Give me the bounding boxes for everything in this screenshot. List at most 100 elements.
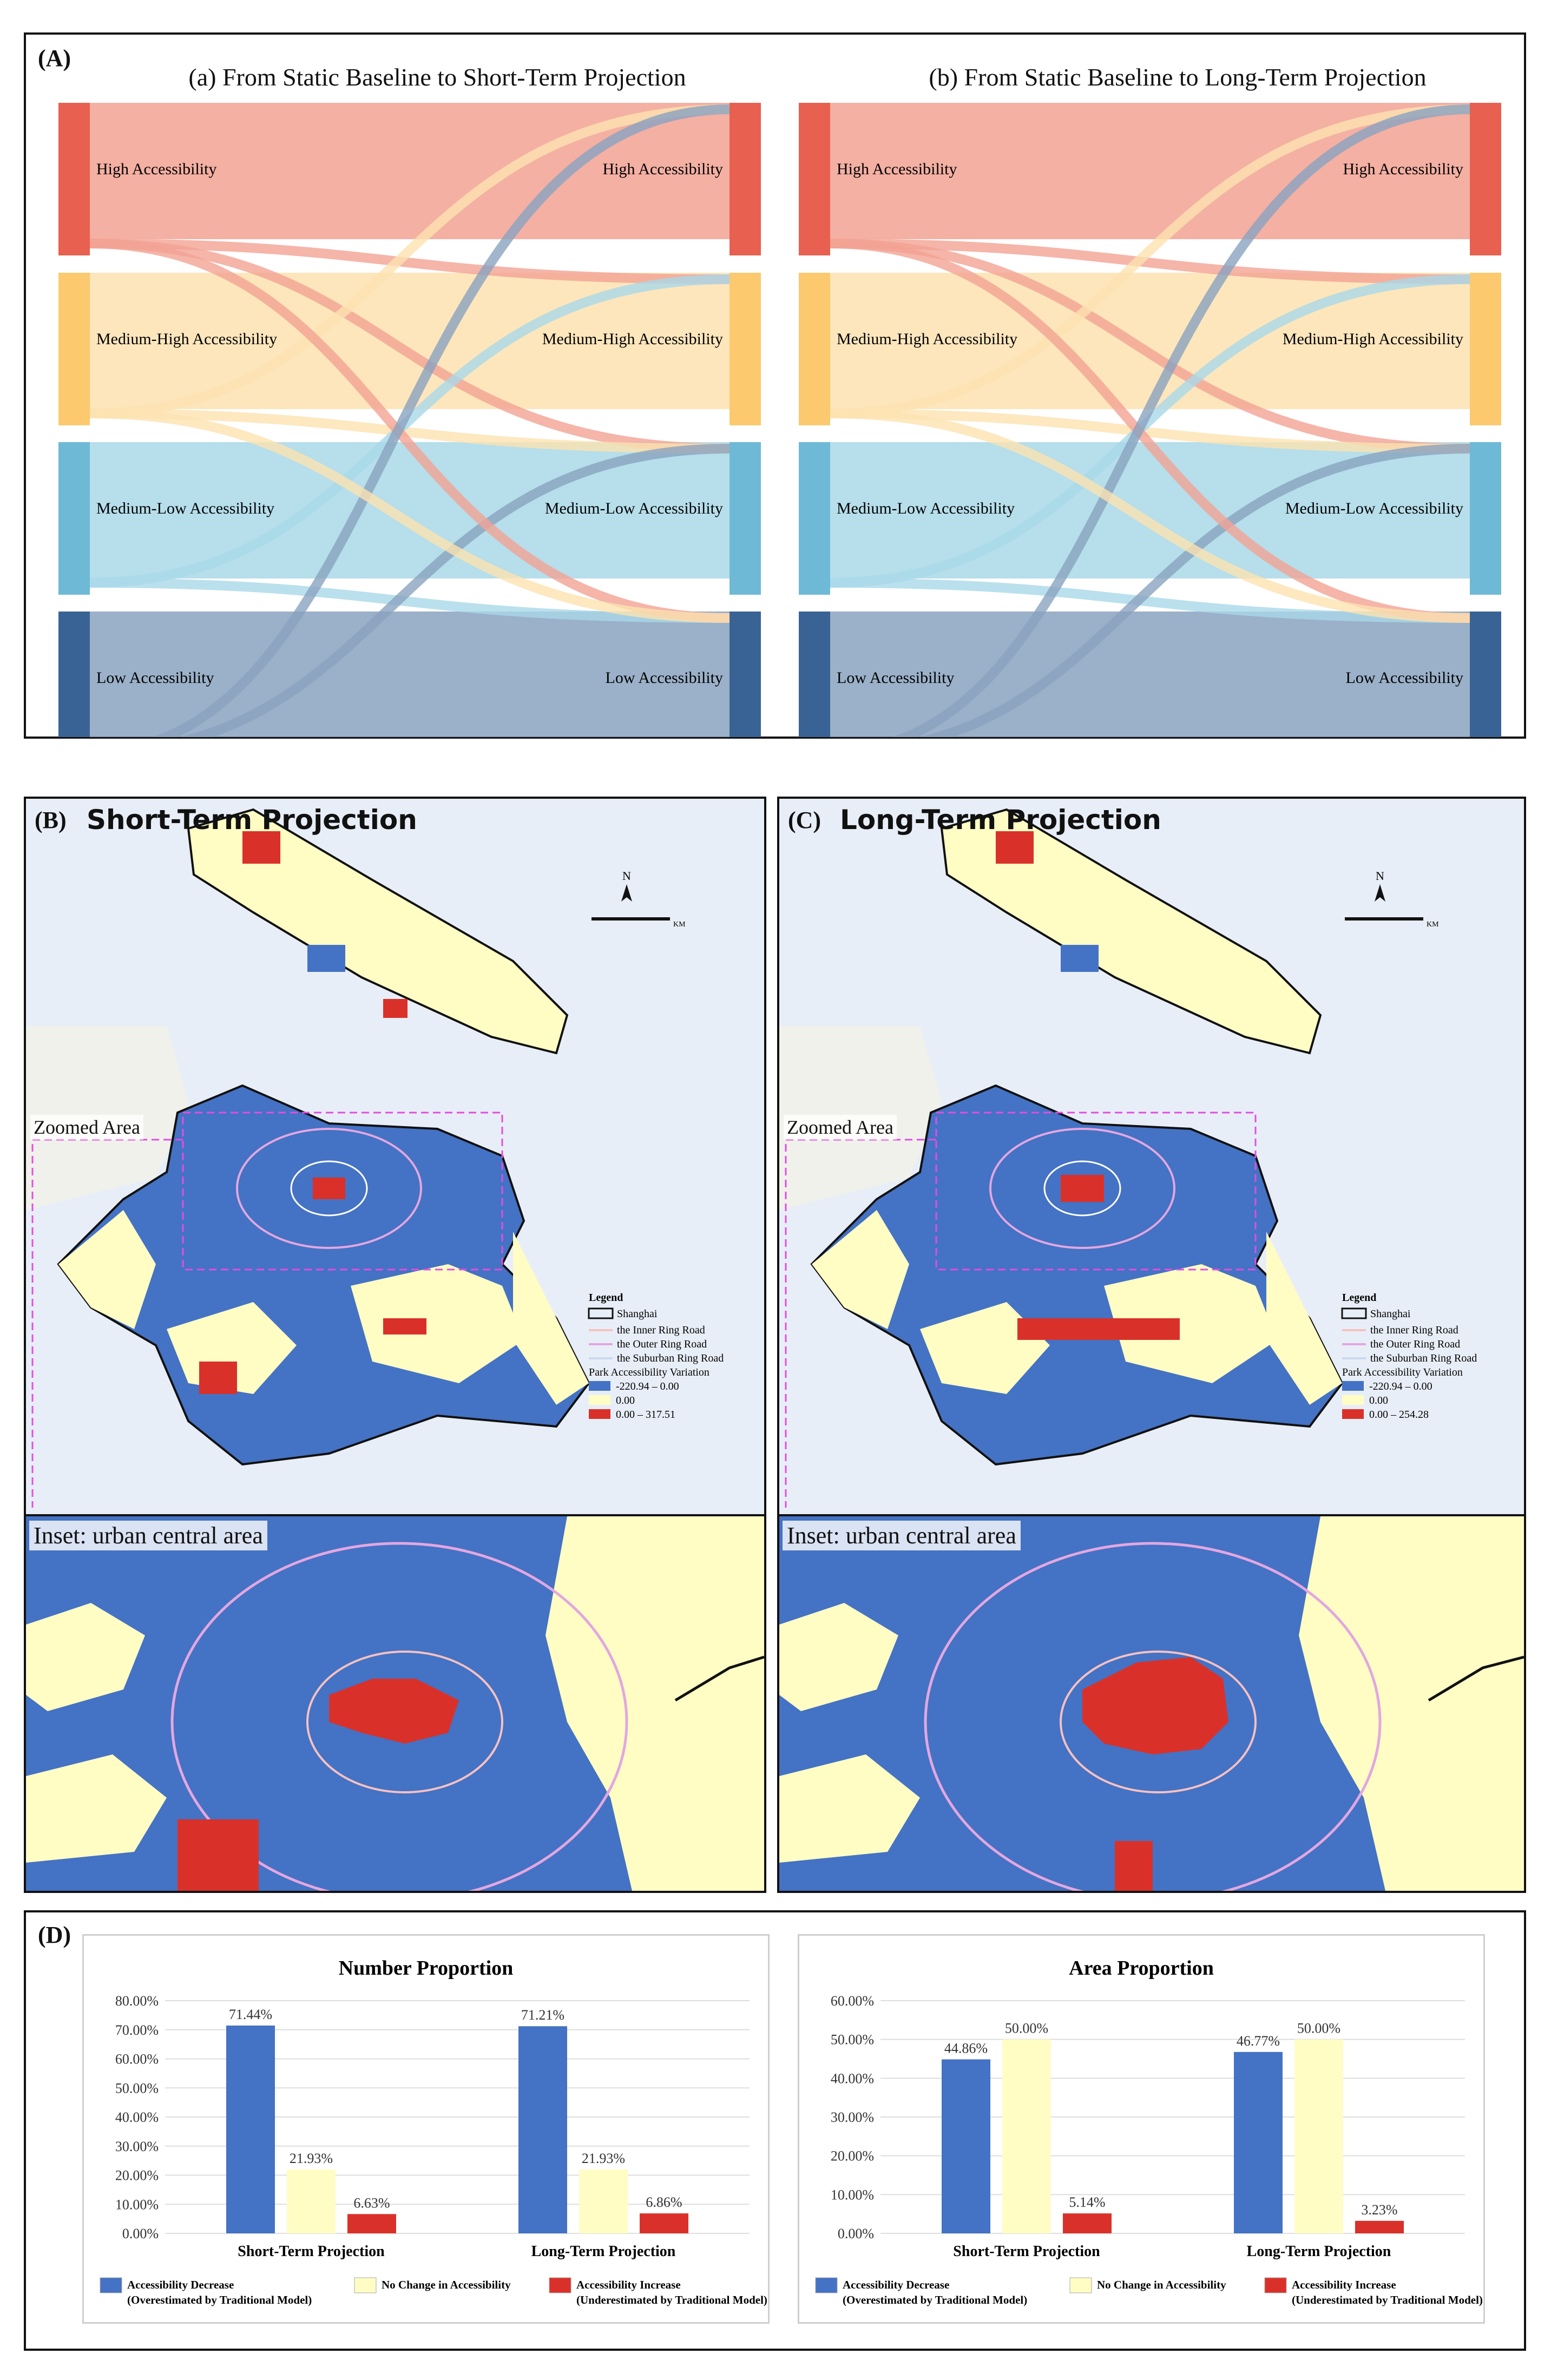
sankey-label-right-2: Medium-Low Accessibility xyxy=(545,499,723,517)
inner-ring-road xyxy=(290,1160,368,1217)
bar xyxy=(1063,2213,1112,2233)
sankey-a-title: (a) From Static Baseline to Short-Term P… xyxy=(188,63,686,91)
sankey-node-right-0 xyxy=(730,103,761,255)
long-term-map-title: Long-Term Projection xyxy=(840,804,1161,836)
inset-inner-ring xyxy=(306,1651,503,1793)
chongming-island xyxy=(940,808,1322,1055)
y-tick-label: 0.00% xyxy=(122,2226,159,2241)
bar xyxy=(1002,2039,1051,2233)
red-sw xyxy=(199,1362,237,1394)
sankey-node-right-1 xyxy=(730,273,761,425)
svg-text:Park Accessibility Variation: Park Accessibility Variation xyxy=(1342,1366,1463,1378)
legend-swatch xyxy=(815,2277,838,2293)
sankey-node-right-1 xyxy=(1470,273,1501,425)
sankey-label-right-0: High Accessibility xyxy=(603,160,723,178)
legend-label: Accessibility Increase xyxy=(576,2278,681,2291)
sankey-b-title: (b) From Static Baseline to Long-Term Pr… xyxy=(929,63,1427,91)
sankey-flow-3-2 xyxy=(179,444,730,737)
y-tick-label: 60.00% xyxy=(831,1993,874,2009)
sankey-flow-3-2 xyxy=(919,444,1470,737)
short-term-map-title: Short-Term Projection xyxy=(87,804,417,836)
sankey-label-left-1: Medium-High Accessibility xyxy=(837,330,1017,348)
area-proportion-chart: Area Proportion 0.00% 10.00% 20.00% 30.00% 40… xyxy=(798,1934,1485,2324)
bar xyxy=(287,2169,336,2233)
short-term-map: N KM Legend Shanghai the Inner Ring Road… xyxy=(26,799,764,1514)
island-blue-1 xyxy=(307,945,345,972)
sankey-diagrams: High Accessibility High Accessibility Medi… xyxy=(58,103,1501,737)
sankey-label-right-1: Medium-High Accessibility xyxy=(1283,330,1463,348)
svg-text:Shanghai: Shanghai xyxy=(1370,1308,1411,1320)
bar xyxy=(1355,2220,1404,2233)
scale-unit: KM xyxy=(673,921,686,929)
y-tick-label: 10.00% xyxy=(115,2197,159,2212)
y-tick-label: 20.00% xyxy=(831,2148,874,2164)
sankey-label-right-1: Medium-High Accessibility xyxy=(542,330,723,348)
y-tick-label: 80.00% xyxy=(115,1993,159,2009)
legend-label: Accessibility Decrease xyxy=(843,2278,949,2291)
map-legend: Legend Shanghai the Inner Ring Road the … xyxy=(1341,1292,1477,1421)
sankey-label-left-3: Low Accessibility xyxy=(96,669,214,687)
legend-label: (Underestimated by Traditional Model) xyxy=(1292,2293,1483,2306)
island-red-1 xyxy=(242,831,280,864)
legend-outer: the Outer Ring Road xyxy=(617,1338,707,1350)
data-label: 6.63% xyxy=(353,2195,390,2211)
north-arrow-shape xyxy=(621,884,632,902)
sankey-label-right-2: Medium-Low Accessibility xyxy=(1285,499,1463,517)
sankey-label-left-2: Medium-Low Accessibility xyxy=(837,499,1015,517)
sankey-node-right-3 xyxy=(1470,612,1501,737)
number-proportion-chart: Number Proportion 0.00% 10.00% 20.00% 30.00%… xyxy=(82,1934,770,2324)
y-tick-label: 50.00% xyxy=(115,2080,159,2096)
y-tick-label: 30.00% xyxy=(115,2139,159,2154)
legend-label: No Change in Accessibility xyxy=(382,2278,511,2291)
chart-title: Area Proportion xyxy=(1069,1957,1214,1980)
inset-label-c: Inset: urban central area xyxy=(783,1521,1021,1550)
panel-b-inset: Inset: urban central area xyxy=(24,1514,766,1893)
legend-shanghai-swatch xyxy=(588,1307,614,1319)
panel-a: (A) (a) From Static Baseline to Short-Te… xyxy=(24,32,1526,739)
x-tick-label: Long-Term Projection xyxy=(531,2243,676,2260)
yellow-zone-1 xyxy=(58,1210,156,1329)
legend-swatch xyxy=(1264,2277,1287,2293)
legend-label: (Overestimated by Traditional Model) xyxy=(843,2293,1027,2306)
yellow-zone-2 xyxy=(351,1264,524,1383)
legend-zero-swatch xyxy=(589,1395,610,1405)
inset-red-center xyxy=(329,1679,459,1744)
sankey-label-right-3: Low Accessibility xyxy=(606,669,723,687)
sankey-node-right-3 xyxy=(730,612,761,737)
y-tick-label: 30.00% xyxy=(831,2109,874,2125)
data-label: 44.86% xyxy=(944,2041,988,2056)
panel-c-label: (C) xyxy=(788,807,821,833)
legend-label: (Overestimated by Traditional Model) xyxy=(127,2293,312,2306)
y-tick-label: 0.00% xyxy=(838,2226,874,2241)
data-label: 21.93% xyxy=(582,2151,625,2166)
panel-c-inset: Inset: urban central area xyxy=(777,1514,1526,1893)
sankey-flow-0-2 xyxy=(830,239,1470,453)
legend-variation: Park Accessibility Variation xyxy=(589,1366,709,1378)
svg-text:0.00 – 254.28: 0.00 – 254.28 xyxy=(1369,1409,1429,1421)
sankey-flow-1-0 xyxy=(830,104,1470,418)
bar xyxy=(579,2169,628,2233)
y-tick-label: 50.00% xyxy=(831,2032,874,2048)
north-arrow: N xyxy=(622,869,631,883)
legend-label: Accessibility Increase xyxy=(1292,2278,1396,2291)
data-label: 5.14% xyxy=(1069,2194,1105,2210)
inset-yellow-south xyxy=(26,1754,167,1863)
sankey-flow-3-0 xyxy=(152,104,730,737)
legend-swatch xyxy=(354,2277,377,2293)
sankey-flow-3-3 xyxy=(90,611,730,737)
legend-swatch xyxy=(100,2277,122,2293)
y-tick-label: 40.00% xyxy=(115,2109,159,2125)
x-tick-label: Short-Term Projection xyxy=(238,2243,385,2260)
x-tick-label: Long-Term Projection xyxy=(1247,2243,1391,2260)
legend-inc-swatch xyxy=(589,1409,610,1419)
sankey-label-left-0: High Accessibility xyxy=(96,160,216,178)
sankey-node-left-2 xyxy=(58,442,90,595)
sankey-flow-0-2 xyxy=(89,239,730,453)
panel-b-map: N KM Legend Shanghai the Inner Ring Road… xyxy=(24,797,766,1516)
panel-d-label: (D) xyxy=(38,1922,71,1948)
sankey-node-left-3 xyxy=(799,612,830,737)
legend-dec-swatch xyxy=(589,1381,610,1391)
data-label: 50.00% xyxy=(1297,2021,1340,2036)
legend-suburban: the Suburban Ring Road xyxy=(617,1352,724,1364)
red-south xyxy=(383,1318,426,1334)
